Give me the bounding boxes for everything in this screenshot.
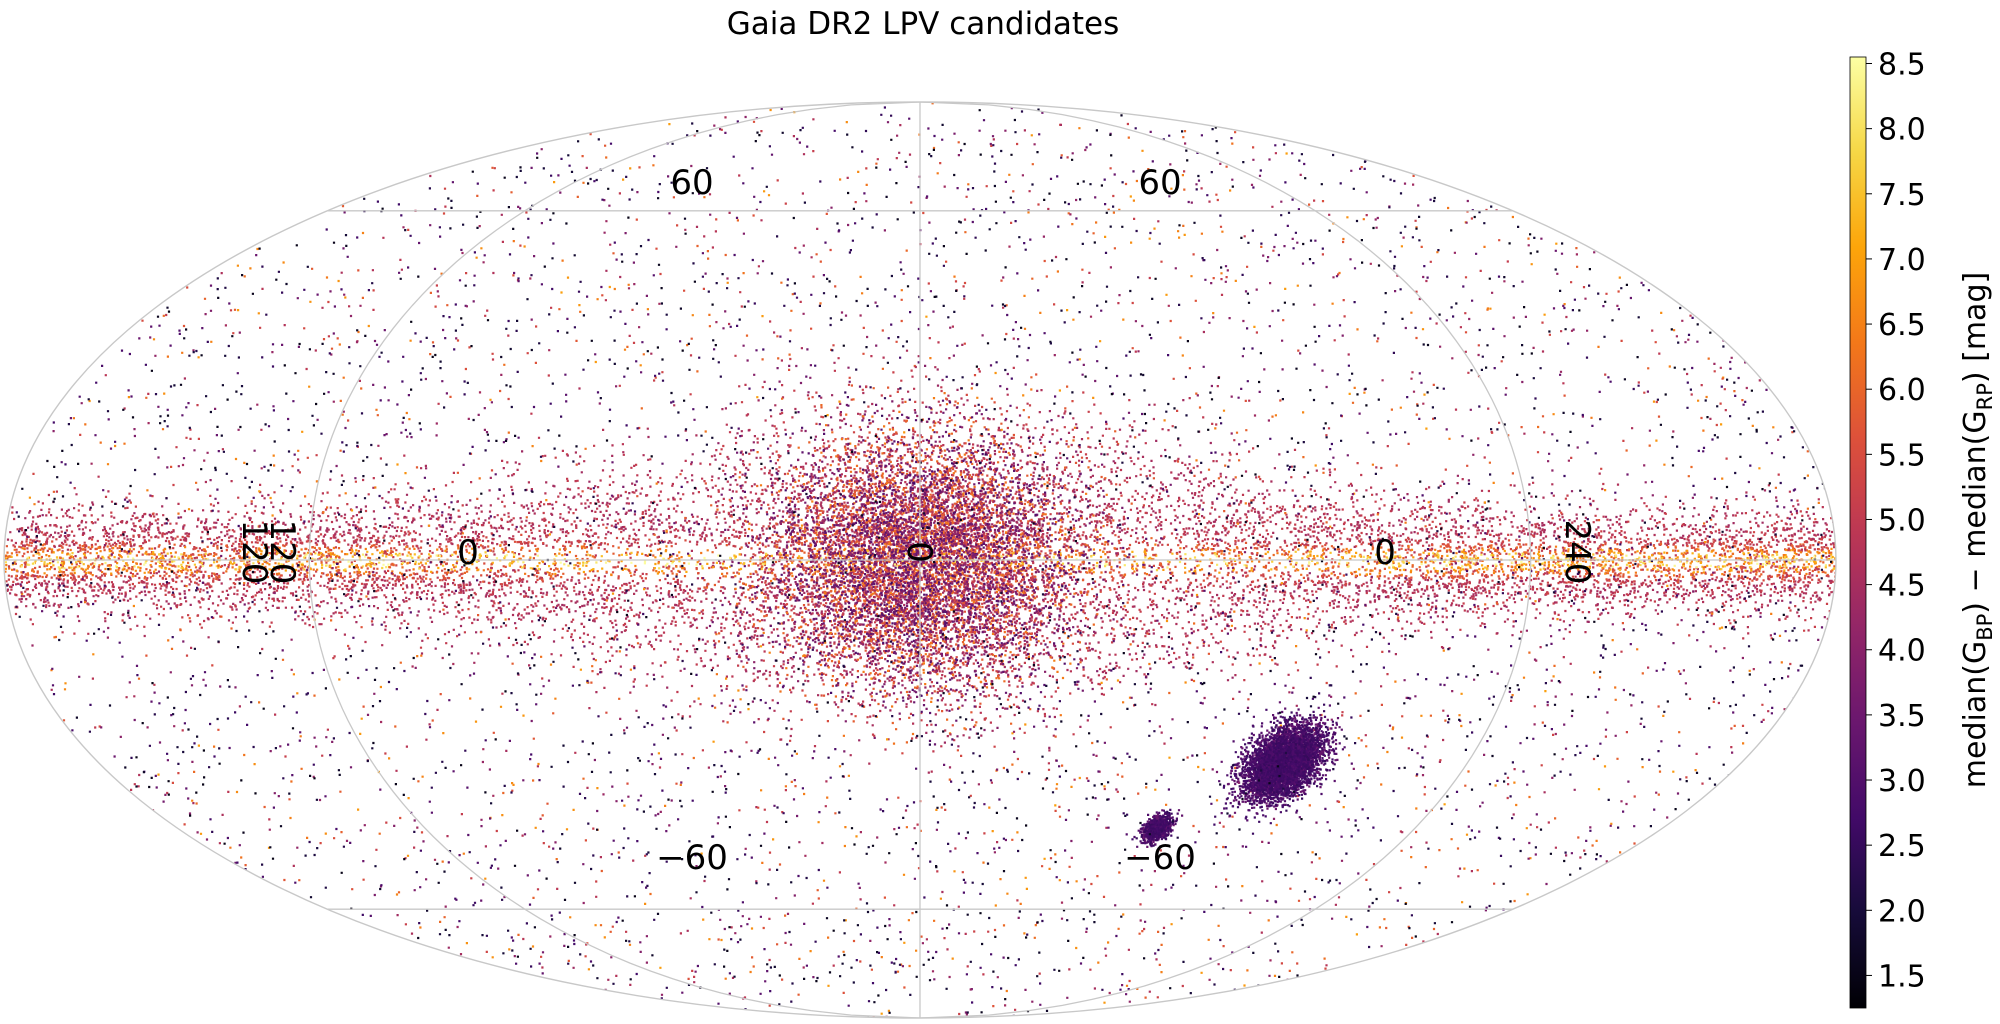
colorbar-tick-label: 8.5 <box>1878 48 1926 83</box>
scatter-point-group <box>255 553 258 556</box>
scatter-point-group <box>304 554 307 557</box>
scatter-point-group <box>1378 561 1381 564</box>
scatter-point-group <box>1121 181 1124 184</box>
scatter-point-group <box>144 561 147 564</box>
longitude-line <box>308 102 921 1018</box>
scatter-point-group <box>1625 563 1629 566</box>
scatter-point-group <box>385 566 388 569</box>
scatter-point-group <box>1551 556 1555 559</box>
scatter-point-group <box>1762 563 1765 566</box>
scatter-point-group <box>742 562 746 566</box>
scatter-point-group <box>447 197 450 200</box>
colorbar: 1.5 2.0 2.5 3.0 3.5 4.0 4.5 5.0 5.5 6.0 6.5 7.0 7.5 8… <box>1849 48 1997 1009</box>
scatter-point-group <box>1123 564 1126 567</box>
scatter-point-group <box>485 934 488 937</box>
scatter-point-group <box>563 563 566 566</box>
sky-boundary <box>3 101 1837 1019</box>
colorbar-tick-label: 7.5 <box>1878 178 1926 213</box>
colorbar-tick-label: 2.0 <box>1878 894 1926 929</box>
colorbar-tick-label: 7.0 <box>1878 243 1926 278</box>
colorbar-tick-label: 8.0 <box>1878 113 1926 148</box>
scatter-point-group <box>659 554 662 557</box>
scatter-point-group <box>70 443 73 447</box>
colorbar-tick-label: 2.5 <box>1878 829 1926 864</box>
scatter-point-group <box>127 555 130 558</box>
scatter-point-group <box>578 568 581 571</box>
scatter-point-group <box>1308 561 1311 564</box>
graticule-label: 0 <box>457 533 479 573</box>
scatter-point-group <box>1500 566 1503 569</box>
scatter-point-group <box>1402 560 1405 563</box>
scatter-point-group <box>1461 565 1464 568</box>
colorbar-tick-label: 3.0 <box>1878 764 1926 799</box>
scatter-point-group <box>60 551 1472 569</box>
scatter-point-group <box>1765 555 1769 558</box>
scatter-point-group <box>1292 565 1295 568</box>
longitude-line <box>919 102 1532 1018</box>
scatter-point-group <box>1243 564 1614 569</box>
scatter-point-group <box>1805 560 1808 563</box>
colorbar-tick-label: 3.5 <box>1878 699 1926 734</box>
graticule-label: 120 <box>262 520 302 585</box>
graticule-label: 120 <box>234 520 274 585</box>
scatter-point-group <box>158 553 161 556</box>
scatter-point-group <box>1492 554 1495 557</box>
graticule-label: −60 <box>1124 838 1196 878</box>
scatter-point-group <box>1178 560 1182 564</box>
scatter-point-group <box>922 564 925 567</box>
scatter-point-group <box>768 568 771 571</box>
colorbar-tick-label: 5.0 <box>1878 503 1926 538</box>
graticule-label: 0 <box>1374 533 1396 573</box>
graticule-label: 0 <box>899 541 939 563</box>
colorbar-tick-label: 5.5 <box>1878 438 1926 473</box>
graticule <box>4 102 1836 1018</box>
graticule-label: 60 <box>670 163 713 203</box>
chart-title: Gaia DR2 LPV candidates <box>727 6 1120 42</box>
colorbar-tick-label: 6.0 <box>1878 373 1926 408</box>
colorbar-gradient <box>1849 56 1867 1009</box>
scatter-point-group <box>1448 561 1451 564</box>
scatter-point-group <box>58 567 61 570</box>
colorbar-label: median(GBP) − median(GRP) [mag] <box>1958 272 1997 788</box>
scatter-point-group <box>1203 259 1206 262</box>
scatter-point-group <box>1522 553 1525 556</box>
scatter-point-group <box>536 554 539 557</box>
scatter-point-group <box>363 197 366 200</box>
graticule-label: 60 <box>1138 163 1181 203</box>
graticule-label: −60 <box>656 838 728 878</box>
graticule-label: 240 <box>1557 520 1597 585</box>
colorbar-tick-label: 6.5 <box>1878 308 1926 343</box>
colorbar-tick-label: 1.5 <box>1878 959 1926 994</box>
colorbar-tick-label: 4.5 <box>1878 569 1926 604</box>
colorbar-ticks: 1.5 2.0 2.5 3.0 3.5 4.0 4.5 5.0 5.5 6.0 6.5 7.0 7.5 8… <box>1866 48 1926 994</box>
colorbar-tick-label: 4.0 <box>1878 634 1926 669</box>
scatter-point-group <box>1766 557 1769 560</box>
